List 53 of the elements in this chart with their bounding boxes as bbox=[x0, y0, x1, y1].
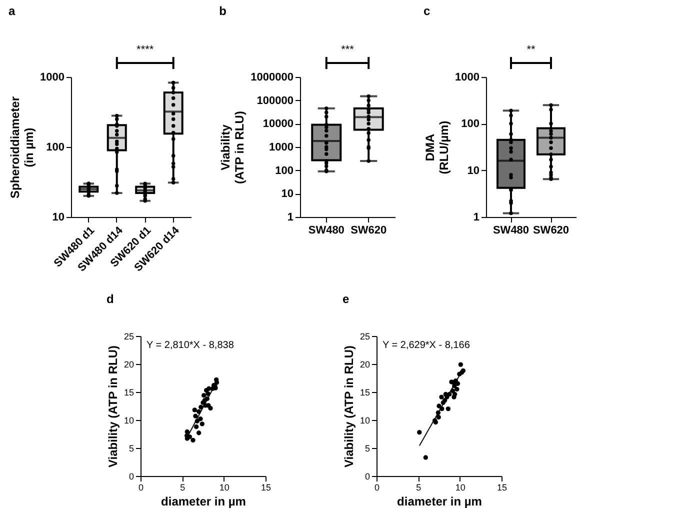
x-axis-title: diameter in µm bbox=[161, 494, 246, 508]
x-tick-label: 5 bbox=[416, 482, 422, 492]
y-tick-label: 15 bbox=[360, 388, 370, 398]
y-tick-label: 20 bbox=[360, 360, 370, 370]
y-tick-label: 1000 bbox=[455, 72, 480, 84]
x-tick-label: 10 bbox=[219, 482, 230, 492]
x-axis-title: diameter in µm bbox=[397, 494, 482, 508]
y-tick-label: 100 bbox=[461, 118, 480, 130]
y-tick-label: 1 bbox=[287, 212, 294, 224]
y-axis-title: Viability (ATP in RLU) bbox=[342, 345, 356, 468]
y-tick-label: 10000 bbox=[262, 118, 294, 130]
y-tick-label: 100000 bbox=[256, 94, 294, 107]
y-tick-label: 10 bbox=[124, 416, 134, 426]
x-tick-label: 5 bbox=[180, 482, 186, 492]
x-tick-label: 15 bbox=[496, 482, 508, 492]
x-tick-label: SW620 bbox=[350, 224, 387, 236]
y-tick-label: 10 bbox=[52, 212, 64, 224]
chart-title: a bbox=[8, 4, 16, 18]
y-tick-label: 1 bbox=[473, 212, 480, 224]
text: ** bbox=[526, 44, 536, 56]
text: *** bbox=[341, 44, 355, 56]
chart-title: c bbox=[424, 4, 431, 18]
y-tick-label: 15 bbox=[124, 388, 134, 398]
y-tick-label: 10 bbox=[281, 188, 294, 200]
y-axis-title: DMA (RLU/µm) bbox=[423, 120, 452, 174]
chart-title: d bbox=[106, 292, 114, 306]
y-tick-label: 10 bbox=[360, 416, 370, 426]
y-tick-label: 20 bbox=[124, 360, 134, 370]
x-tick-label: SW620 bbox=[532, 224, 570, 236]
y-tick-label: 0 bbox=[364, 472, 370, 482]
y-axis-title: Spheroiddiameter (in µm) bbox=[8, 96, 36, 199]
y-axis-title: Viability (ATP in RLU) bbox=[106, 345, 120, 468]
x-tick-label: 0 bbox=[138, 482, 144, 492]
y-axis-title: Viability (ATP in RLU) bbox=[218, 111, 247, 184]
y-tick-label: 25 bbox=[360, 332, 370, 342]
annotation: Y = 2,629*X - 8,166 bbox=[382, 340, 470, 351]
y-tick-label: 0 bbox=[128, 472, 134, 482]
x-tick-label: SW480 bbox=[308, 224, 344, 236]
y-tick-label: 1000 bbox=[40, 72, 64, 84]
text: **** bbox=[136, 44, 154, 56]
y-tick-label: 25 bbox=[124, 332, 134, 342]
y-tick-label: 100 bbox=[275, 164, 294, 177]
y-tick-label: 1000 bbox=[269, 142, 294, 154]
y-tick-label: 100 bbox=[46, 142, 64, 154]
chart-title: b bbox=[219, 4, 227, 18]
y-tick-label: 1000000 bbox=[250, 72, 294, 84]
y-tick-label: 10 bbox=[467, 164, 480, 177]
x-tick-label: SW480 bbox=[492, 224, 530, 236]
chart-title: e bbox=[342, 292, 350, 306]
y-tick-label: 5 bbox=[128, 444, 134, 454]
y-tick-label: 5 bbox=[364, 444, 370, 454]
x-tick-label: 0 bbox=[374, 482, 380, 492]
annotation: Y = 2,810*X - 8,838 bbox=[146, 340, 234, 351]
